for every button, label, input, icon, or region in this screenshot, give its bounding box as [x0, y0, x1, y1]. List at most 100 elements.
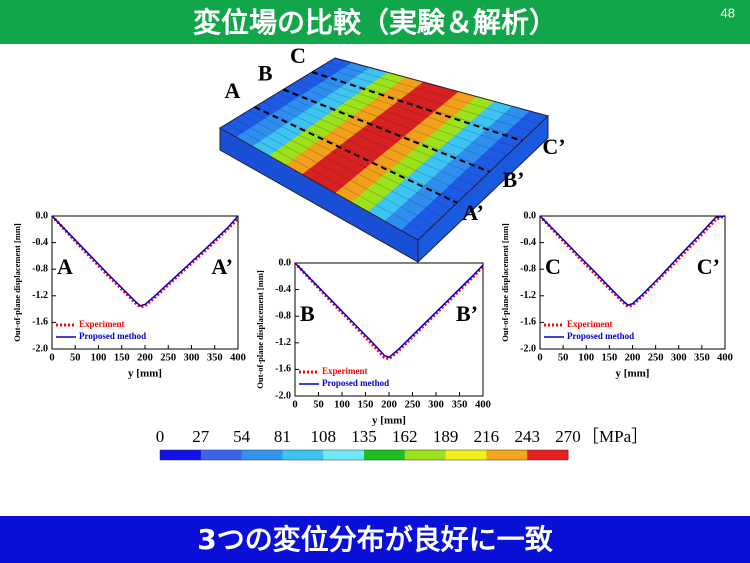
- y-tick-label: -0.8: [520, 263, 536, 274]
- colorbar: 0 27 54 81 108 135 162 189 216 243 270 ［MPa］: [156, 427, 648, 461]
- y-axis-label: Out-of-plane displacement [mm]: [12, 223, 22, 342]
- y-tick-label: -2.0: [520, 343, 536, 354]
- x-tick-label: 250: [160, 352, 176, 363]
- x-tick-label: 400: [475, 399, 491, 410]
- experiment-line: [538, 214, 726, 309]
- x-axis-label: y [mm]: [128, 368, 162, 380]
- y-tick-label: -1.6: [275, 364, 291, 375]
- x-tick-label: 250: [405, 399, 421, 410]
- y-tick-label: -0.8: [275, 310, 291, 321]
- section-label: B: [258, 61, 273, 86]
- colorbar-segment: [160, 450, 202, 460]
- section-annotation: B’: [456, 301, 478, 326]
- section-line: [254, 106, 458, 204]
- y-axis-label: Out-of-plane displacement [mm]: [500, 223, 510, 342]
- x-tick-label: 350: [207, 352, 223, 363]
- section-annotation: A: [57, 254, 73, 279]
- y-tick-label: 0.0: [36, 210, 49, 221]
- colorbar-label: 162: [392, 427, 418, 446]
- x-axis-label: y [mm]: [372, 415, 406, 427]
- plot-frame: [294, 262, 484, 397]
- colorbar-segment: [364, 450, 406, 460]
- colorbar-label: 0: [156, 427, 165, 446]
- plot-frame: [51, 215, 239, 350]
- x-tick-label: 150: [114, 352, 130, 363]
- colorbar-segment: [445, 450, 487, 460]
- x-tick-label: 300: [671, 352, 687, 363]
- mesh-line: [270, 97, 475, 187]
- y-tick-label: -1.2: [32, 290, 48, 301]
- x-tick-label: 50: [313, 399, 324, 410]
- y-tick-label: -0.4: [32, 237, 48, 248]
- mesh-line: [241, 114, 443, 218]
- x-tick-label: 0: [292, 399, 297, 410]
- section-annotation: C: [545, 254, 561, 279]
- experiment-line: [50, 214, 240, 309]
- colorbar-segment: [486, 450, 528, 460]
- section-label: B’: [503, 167, 525, 192]
- mesh-line: [263, 101, 467, 194]
- section-line: [282, 88, 490, 173]
- y-axis-label: Out-of-plane displacement [mm]: [255, 270, 265, 389]
- footer-bar: [0, 516, 750, 563]
- y-tick-label: -2.0: [275, 390, 291, 401]
- colorbar-segment: [323, 450, 365, 460]
- colorbar-segment: [404, 450, 447, 460]
- slide-title: 変位場の比較（実験＆解析）: [193, 6, 557, 39]
- section-annotation: C’: [697, 254, 720, 279]
- x-tick-label: 150: [602, 352, 618, 363]
- section-label: C’: [542, 134, 565, 159]
- colorbar-segment: [200, 450, 243, 460]
- x-tick-label: 0: [537, 352, 542, 363]
- y-tick-label: -0.8: [32, 263, 48, 274]
- page-number: 48: [721, 5, 735, 20]
- x-tick-label: 350: [452, 399, 468, 410]
- x-tick-label: 350: [694, 352, 710, 363]
- section-annotation: B: [300, 301, 315, 326]
- legend-label: Proposed method: [322, 378, 389, 388]
- colorbar-label: 270: [555, 427, 581, 446]
- colorbar-label: 27: [192, 427, 210, 446]
- colorbar-label: 243: [514, 427, 540, 446]
- model-line: [294, 262, 484, 359]
- legend-label: Proposed method: [567, 331, 634, 341]
- mesh-line: [291, 83, 500, 163]
- x-tick-label: 100: [334, 399, 350, 410]
- plot-frame: [539, 215, 726, 350]
- fem-model: A A’ B B’ C C’: [219, 43, 566, 264]
- x-tick-label: 100: [91, 352, 107, 363]
- y-tick-label: -1.6: [32, 317, 48, 328]
- model-top-outline: [219, 57, 549, 241]
- colorbar-label: 189: [433, 427, 459, 446]
- x-tick-label: 50: [558, 352, 569, 363]
- x-tick-label: 200: [137, 352, 153, 363]
- legend-label: Experiment: [567, 319, 613, 329]
- experiment-line: [293, 261, 485, 361]
- y-tick-label: -0.4: [520, 237, 536, 248]
- y-tick-label: -0.4: [275, 284, 291, 295]
- colorbar-label: 108: [310, 427, 336, 446]
- x-tick-label: 150: [358, 399, 374, 410]
- y-tick-label: -2.0: [32, 343, 48, 354]
- colorbar-segment: [282, 450, 324, 460]
- model-line: [539, 215, 726, 306]
- x-tick-label: 400: [230, 352, 246, 363]
- y-tick-label: 0.0: [524, 210, 537, 221]
- section-annotation: A’: [211, 254, 233, 279]
- charts: 0 50 100 150 200 250 300 350 400 0.0 -0.4 -0.8 -1.2 -…: [12, 210, 733, 426]
- x-tick-label: 400: [717, 352, 733, 363]
- legend-label: Experiment: [79, 319, 125, 329]
- x-tick-label: 200: [381, 399, 397, 410]
- mesh-line: [320, 66, 532, 132]
- x-tick-label: 300: [428, 399, 444, 410]
- x-tick-label: 50: [70, 352, 81, 363]
- model-line: [51, 215, 239, 307]
- conclusion: 3つの変位分布が良好に一致: [197, 523, 553, 556]
- section-label: A: [225, 78, 241, 103]
- y-tick-label: -1.6: [520, 317, 536, 328]
- colorbar-frame: [159, 449, 569, 461]
- mesh-line: [298, 79, 508, 156]
- title-bar: [0, 0, 750, 44]
- mesh-line: [248, 110, 451, 210]
